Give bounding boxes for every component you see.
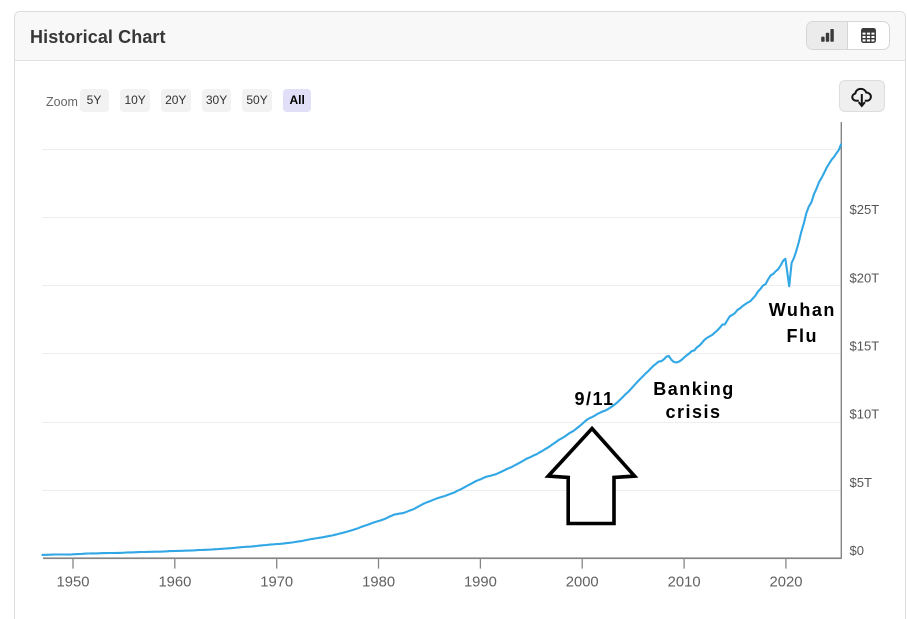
svg-text:$25T: $25T [850,202,880,217]
svg-text:$0: $0 [850,543,864,558]
svg-text:9/11: 9/11 [574,389,614,409]
svg-text:Wuhan: Wuhan [769,300,836,320]
svg-text:1990: 1990 [464,574,497,590]
svg-text:2010: 2010 [668,574,701,590]
svg-text:$5T: $5T [850,475,872,490]
svg-text:crisis: crisis [665,402,721,422]
svg-text:$15T: $15T [850,339,880,354]
svg-text:Banking: Banking [653,379,735,399]
svg-text:$20T: $20T [850,270,880,285]
svg-text:1950: 1950 [57,574,90,590]
svg-text:2020: 2020 [770,574,803,590]
svg-text:Flu: Flu [787,326,819,346]
svg-text:1970: 1970 [260,574,293,590]
svg-text:1960: 1960 [158,574,191,590]
svg-text:$10T: $10T [850,407,880,422]
svg-text:1980: 1980 [362,574,395,590]
svg-text:2000: 2000 [566,574,599,590]
